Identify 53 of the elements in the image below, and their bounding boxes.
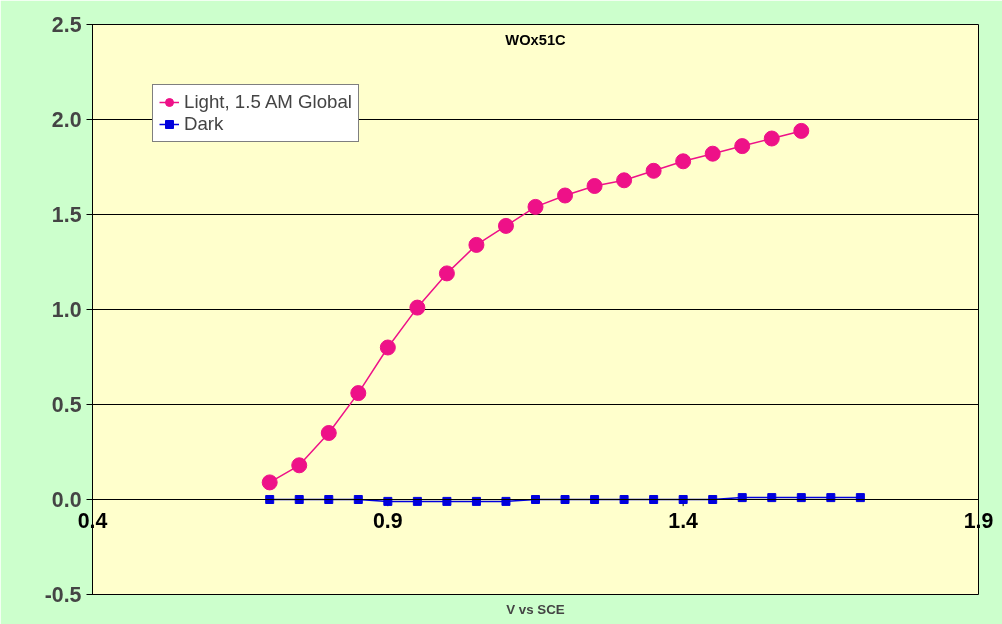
point [294,495,304,504]
legend-label: Light, 1.5 AM Global [184,91,353,113]
y-tick-label: 1.5 [51,203,82,227]
x-tick-label: 0.9 [373,508,403,533]
point [708,495,718,504]
point [261,474,278,491]
point [645,162,662,179]
point [586,178,603,194]
text: WOx51C [505,31,567,48]
point [826,493,836,503]
point [265,495,275,504]
legend-label: Dark [184,113,224,135]
point [855,493,865,503]
point [497,217,514,234]
point [383,496,393,506]
point [560,495,570,504]
x-tick-label: 1.4 [668,508,699,533]
point [737,493,747,503]
point [438,265,455,282]
point [767,493,777,503]
point [793,122,810,139]
point [468,236,485,253]
point [590,495,600,504]
x-axis-title: V vs SCE [506,601,565,617]
y-tick-label: -0.5 [44,583,82,607]
point [796,493,806,503]
y-tick-label: 0.5 [51,393,82,417]
point [350,385,367,402]
point [291,457,308,474]
point [409,299,426,316]
point [619,495,629,504]
point [442,496,452,506]
y-tick-label: 0.0 [51,488,82,512]
point [531,495,540,504]
point [763,130,780,147]
point [324,495,334,504]
point [527,198,544,215]
y-tick-label: 2.0 [51,108,82,132]
y-tick-label: 2.5 [51,13,82,37]
point [379,339,396,356]
point [678,495,688,504]
point [557,187,574,204]
point [412,496,422,506]
point [649,495,659,504]
point [471,496,481,506]
point [320,425,337,441]
y-tick-label: 1.0 [51,298,82,322]
point [501,496,511,506]
point [616,172,633,189]
point [675,153,692,170]
point [353,495,363,504]
point [734,138,751,155]
point [704,145,721,162]
